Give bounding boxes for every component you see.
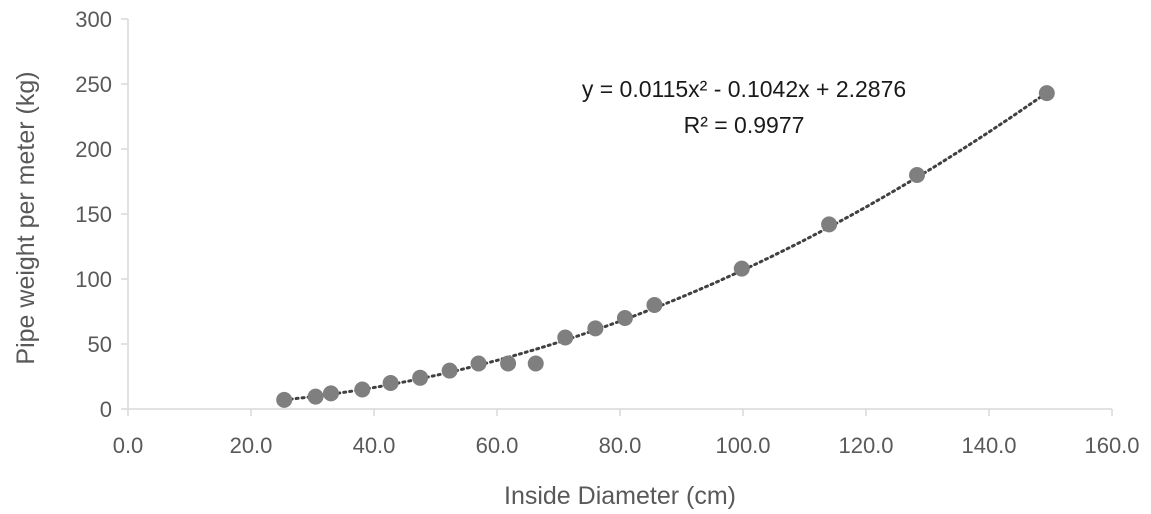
data-point: [646, 297, 663, 313]
data-point: [1038, 85, 1055, 102]
y-axis-title: Pipe weight per meter (kg): [12, 71, 40, 364]
y-tick-label: 50: [88, 332, 112, 357]
trendline-equation: y = 0.0115x² - 0.1042x + 2.2876: [582, 76, 906, 102]
x-tick-label: 40.0: [353, 433, 396, 458]
data-point: [821, 216, 838, 233]
data-point: [307, 388, 324, 405]
data-point: [500, 355, 517, 372]
data-point: [616, 310, 633, 326]
trendline-r-squared: R² = 0.9977: [684, 112, 805, 138]
data-point: [587, 320, 604, 337]
x-tick-label: 100.0: [715, 433, 770, 458]
x-tick-label: 160.0: [1084, 433, 1139, 458]
data-point: [470, 355, 487, 372]
x-tick-label: 0.0: [113, 433, 144, 458]
data-point: [527, 355, 544, 372]
y-tick-label: 100: [75, 267, 112, 292]
data-points: [276, 85, 1055, 408]
x-tick-label: 60.0: [476, 433, 519, 458]
x-tick-label: 140.0: [961, 433, 1016, 458]
y-tick-label: 150: [75, 202, 112, 227]
data-point: [557, 329, 574, 346]
y-axis-ticks: 0 50 100 150 200 250 300: [75, 7, 128, 422]
y-tick-label: 300: [75, 7, 112, 32]
data-point: [412, 369, 429, 386]
y-tick-label: 0: [100, 397, 112, 422]
x-axis-ticks: 0.0 20.0 40.0 60.0 80.0 100.0 120.0 140.0 160.0: [113, 409, 1140, 458]
data-point: [354, 381, 371, 398]
trendline: [282, 91, 1049, 402]
data-point: [909, 167, 926, 183]
data-point: [733, 260, 750, 277]
x-axis-title: Inside Diameter (cm): [504, 482, 736, 510]
x-tick-label: 20.0: [230, 433, 273, 458]
x-tick-label: 120.0: [838, 433, 893, 458]
data-point: [322, 385, 339, 402]
x-tick-label: 80.0: [599, 433, 642, 458]
y-tick-label: 250: [75, 72, 112, 97]
data-point: [276, 391, 293, 408]
trendline-path: [282, 91, 1049, 402]
data-point: [441, 362, 458, 379]
data-point: [382, 375, 399, 391]
y-tick-label: 200: [75, 137, 112, 162]
